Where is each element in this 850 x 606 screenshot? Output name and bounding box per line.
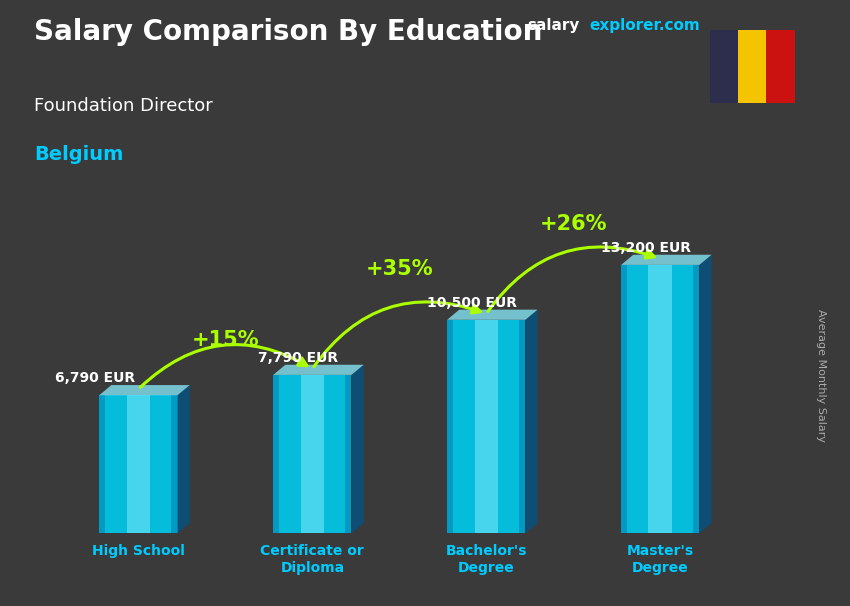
Polygon shape (99, 395, 178, 533)
Text: 7,790 EUR: 7,790 EUR (258, 351, 338, 365)
Text: +15%: +15% (191, 330, 259, 350)
Text: Salary Comparison By Education: Salary Comparison By Education (34, 18, 542, 46)
Polygon shape (273, 375, 280, 533)
Polygon shape (474, 320, 498, 533)
Polygon shape (273, 375, 351, 533)
Text: 13,200 EUR: 13,200 EUR (601, 241, 691, 255)
Polygon shape (621, 255, 711, 265)
Bar (738, 30, 767, 103)
Polygon shape (700, 255, 711, 533)
Polygon shape (99, 395, 105, 533)
Text: 10,500 EUR: 10,500 EUR (428, 296, 518, 310)
Text: Belgium: Belgium (34, 145, 123, 164)
Text: Average Monthly Salary: Average Monthly Salary (816, 309, 825, 442)
Polygon shape (447, 320, 525, 533)
Polygon shape (519, 320, 525, 533)
Polygon shape (621, 265, 700, 533)
Polygon shape (171, 395, 178, 533)
Bar (710, 30, 738, 103)
Text: +35%: +35% (366, 259, 434, 279)
Polygon shape (273, 365, 364, 375)
Polygon shape (301, 375, 324, 533)
Polygon shape (447, 320, 453, 533)
Polygon shape (621, 265, 627, 533)
Polygon shape (127, 395, 150, 533)
Polygon shape (447, 310, 537, 320)
Polygon shape (525, 310, 537, 533)
Polygon shape (351, 365, 364, 533)
Polygon shape (345, 375, 351, 533)
Text: salary: salary (527, 18, 580, 33)
Text: +26%: +26% (540, 215, 607, 235)
Text: explorer.com: explorer.com (589, 18, 700, 33)
Bar (767, 30, 795, 103)
Text: Foundation Director: Foundation Director (34, 97, 212, 115)
Polygon shape (178, 385, 190, 533)
Polygon shape (649, 265, 672, 533)
Polygon shape (99, 385, 190, 395)
Text: 6,790 EUR: 6,790 EUR (54, 371, 135, 385)
Polygon shape (693, 265, 700, 533)
